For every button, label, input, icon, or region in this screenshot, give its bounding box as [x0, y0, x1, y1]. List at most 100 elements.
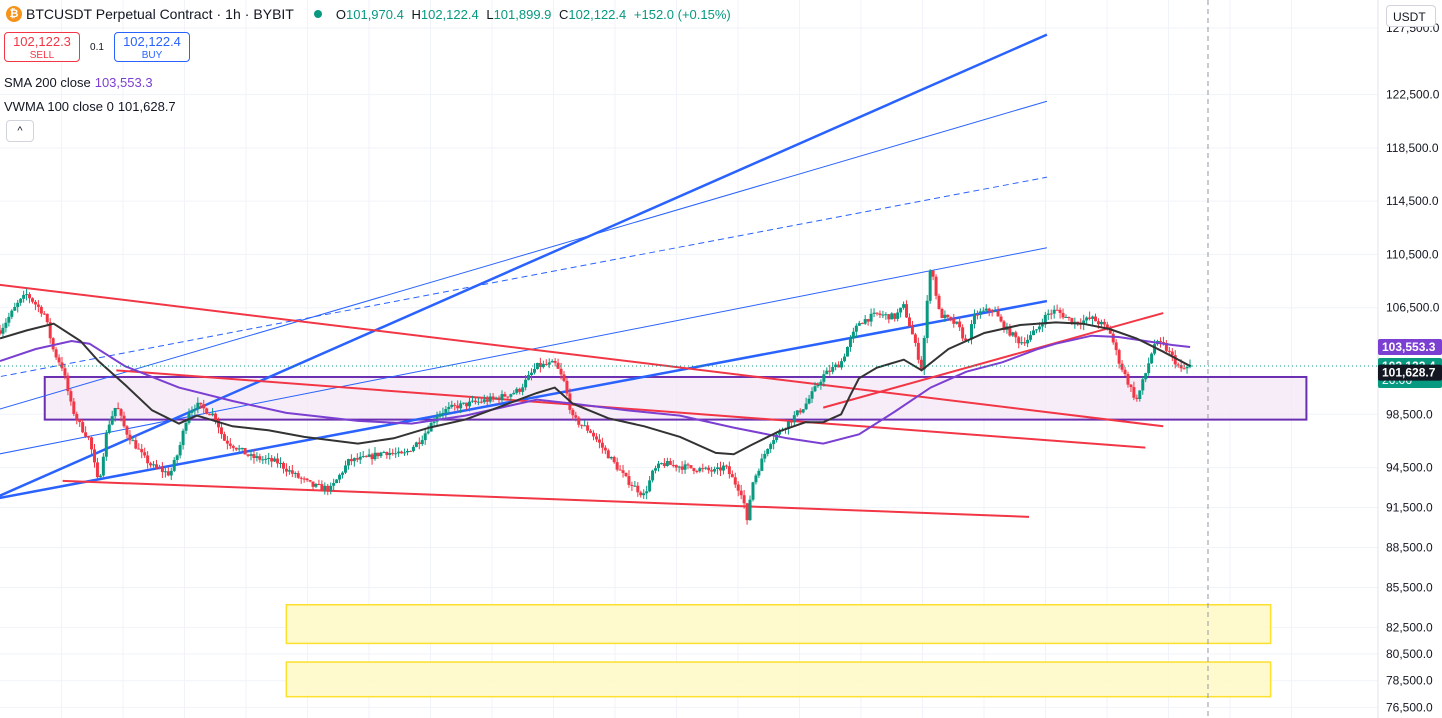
- candle-body: [376, 452, 380, 457]
- candle-body: [1011, 332, 1015, 336]
- sma-price-label: 103,553.3: [1382, 340, 1436, 354]
- candle-body: [553, 361, 557, 363]
- candle-body: [916, 342, 920, 360]
- candle-body: [828, 370, 832, 372]
- candle-body: [131, 440, 135, 442]
- sell-button[interactable]: 102,122.3 SELL: [4, 32, 80, 62]
- candle-body: [654, 468, 658, 471]
- candle-body: [54, 349, 58, 358]
- candle-body: [760, 458, 764, 471]
- sma200-line: [0, 334, 1191, 445]
- candle-body: [600, 442, 604, 448]
- currency-button[interactable]: USDT: [1386, 5, 1436, 27]
- candle-body: [196, 402, 200, 410]
- candle-body: [594, 436, 598, 440]
- sma-legend-value: 103,553.3: [94, 75, 153, 90]
- candle-body: [214, 413, 218, 421]
- candle-body: [716, 467, 720, 470]
- candle-body: [228, 443, 232, 446]
- candle-body: [447, 406, 451, 409]
- candle-body: [745, 503, 749, 521]
- candle-body: [925, 300, 929, 338]
- candle-body: [677, 466, 681, 468]
- candle-body: [7, 316, 11, 323]
- candle-body: [299, 477, 303, 479]
- candle-body: [302, 478, 306, 480]
- candle-body: [503, 394, 507, 397]
- candle-body: [857, 323, 861, 326]
- candle-body: [1082, 320, 1086, 325]
- candle-body: [751, 482, 755, 500]
- candle-body: [724, 465, 728, 467]
- candle-body: [178, 445, 182, 456]
- candle-body: [84, 432, 88, 437]
- candle-body: [1017, 337, 1021, 344]
- candle-body: [843, 356, 847, 362]
- trendline-blue: [0, 33, 1048, 497]
- buy-button[interactable]: 102,122.4 BUY: [114, 32, 190, 62]
- candle-body: [866, 319, 870, 322]
- candle-body: [113, 407, 117, 417]
- candle-body: [317, 483, 321, 485]
- candle-body: [698, 468, 702, 472]
- candle-body: [482, 399, 486, 403]
- candle-body: [355, 458, 359, 460]
- candle-body: [834, 364, 838, 368]
- candle-body: [391, 452, 395, 454]
- candle-body: [609, 457, 613, 459]
- vwma-legend[interactable]: VWMA 100 close 0 101,628.7: [4, 99, 176, 114]
- symbol-title[interactable]: BTCUSDT Perpetual Contract: [26, 6, 213, 22]
- sma-legend-label: SMA 200 close: [4, 75, 91, 90]
- candle-body: [704, 467, 708, 469]
- candle-body: [612, 457, 616, 463]
- candle-body: [459, 403, 463, 409]
- candle-body: [668, 461, 672, 465]
- candle-body: [1046, 313, 1050, 315]
- candle-body: [388, 452, 392, 456]
- candle-body: [769, 444, 773, 449]
- candle-body: [597, 439, 601, 443]
- candle-body: [175, 455, 179, 460]
- timeframe[interactable]: 1h: [225, 6, 241, 22]
- sma-legend[interactable]: SMA 200 close 103,553.3: [4, 75, 153, 90]
- candle-body: [311, 481, 315, 487]
- candle-body: [19, 298, 23, 303]
- candle-body: [1067, 316, 1071, 319]
- candle-body: [618, 469, 622, 471]
- candle-body: [615, 462, 619, 470]
- candle-body: [943, 314, 947, 319]
- open-label: O: [335, 6, 346, 22]
- candle-body: [532, 369, 536, 373]
- candle-body: [910, 326, 914, 335]
- candle-body: [290, 470, 294, 474]
- y-tick-label: 98,500.0: [1386, 407, 1433, 421]
- candle-body: [996, 311, 1000, 317]
- y-tick-label: 122,500.0: [1386, 88, 1440, 102]
- candle-body: [645, 491, 649, 494]
- candle-body: [680, 466, 684, 470]
- candle-body: [964, 338, 968, 341]
- candle-body: [515, 388, 519, 393]
- candle-body: [22, 294, 26, 299]
- candle-body: [187, 412, 191, 423]
- candle-body: [358, 456, 362, 460]
- candle-body: [420, 440, 424, 445]
- candle-body: [736, 484, 740, 491]
- candle-body: [329, 485, 333, 491]
- candle-body: [270, 457, 274, 462]
- collapse-legend-button[interactable]: ^: [6, 120, 34, 142]
- candle-body: [276, 458, 280, 464]
- y-tick-label: 114,500.0: [1386, 194, 1439, 208]
- trade-panel: 102,122.3 SELL 0.1 102,122.4 BUY: [4, 32, 190, 62]
- candle-body: [4, 322, 8, 328]
- candle-body: [1173, 355, 1177, 365]
- candle-body: [1064, 316, 1068, 318]
- candle-body: [16, 302, 20, 307]
- high-label: H: [411, 6, 421, 22]
- candle-body: [807, 398, 811, 404]
- candle-body: [940, 308, 944, 319]
- candle-body: [642, 493, 646, 496]
- candle-body: [444, 408, 448, 413]
- candle-body: [364, 456, 368, 458]
